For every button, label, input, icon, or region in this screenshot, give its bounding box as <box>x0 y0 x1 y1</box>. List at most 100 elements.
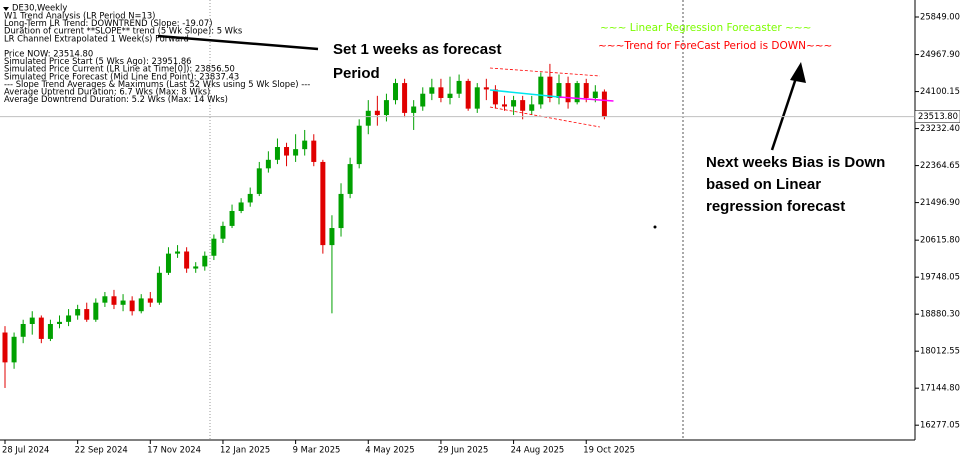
plot <box>2 63 614 388</box>
candle-body <box>520 100 526 111</box>
x-tick-label: 9 Mar 2025 <box>293 445 341 455</box>
candle-body <box>11 336 17 363</box>
candle-body <box>429 87 435 94</box>
candle-body <box>501 104 507 107</box>
candle-body <box>20 323 26 337</box>
candle-body <box>474 87 480 109</box>
candle-body <box>592 91 598 98</box>
regression-line <box>489 89 560 98</box>
y-tick-label: 16277.05 <box>920 420 960 430</box>
y-tick-label: 23232.40 <box>920 123 960 133</box>
candle-body <box>356 125 362 165</box>
candle-body <box>365 110 371 126</box>
candle-body <box>601 91 607 117</box>
candle-body <box>47 323 53 339</box>
candle-body <box>511 100 517 107</box>
candle-body <box>165 253 171 273</box>
arrow-line <box>157 34 319 51</box>
x-tick-label: 17 Nov 2024 <box>147 445 201 455</box>
candle-body <box>38 317 44 339</box>
x-tick-label: 29 Jun 2025 <box>438 445 488 455</box>
candle-body <box>156 272 162 303</box>
candle-body <box>574 83 580 103</box>
candle-body <box>147 298 153 303</box>
candle-body <box>293 149 299 156</box>
candle-body <box>374 110 380 116</box>
x-tick-label: 4 May 2025 <box>365 445 414 455</box>
candle-body <box>583 83 589 98</box>
candle-body <box>492 89 498 105</box>
candle-body <box>274 147 280 160</box>
arrow-head <box>790 62 806 83</box>
candle-body <box>383 100 389 116</box>
annotation: Next weeks Bias is Down <box>706 154 885 171</box>
candle-body <box>565 83 571 103</box>
annotation: Set 1 weeks as forecast <box>333 41 501 58</box>
info-line: Simulated Price Forecast (Mid Line End P… <box>4 71 239 81</box>
dot <box>653 225 657 229</box>
annotation: regression forecast <box>706 198 845 215</box>
candle-body <box>184 251 190 269</box>
y-tick-label: 24100.15 <box>920 86 960 96</box>
arrow-line <box>770 71 800 151</box>
candle-body <box>229 210 235 226</box>
candle-body <box>538 76 544 105</box>
y-tick-label: 22364.65 <box>920 160 960 170</box>
candle-body <box>547 76 553 98</box>
candle-body <box>265 159 271 169</box>
candle-body <box>93 302 99 320</box>
candle-body <box>102 296 108 303</box>
candle-body <box>211 238 217 256</box>
candle-body <box>411 106 417 113</box>
candle-body <box>56 321 62 324</box>
candle-body <box>220 225 226 239</box>
annotation: based on Linear <box>706 176 821 193</box>
x-tick-label: 19 Oct 2025 <box>583 445 635 455</box>
headline: ~~~ Linear Regression Forecaster ~~~ <box>600 22 811 34</box>
y-tick-label: 17144.80 <box>920 383 960 393</box>
candle-body <box>329 228 335 246</box>
dropdown-icon <box>3 7 9 11</box>
candle-body <box>29 317 35 324</box>
candle-body <box>138 298 144 312</box>
x-tick-label: 22 Sep 2024 <box>75 445 128 455</box>
annotation: Period <box>333 65 380 82</box>
candle-body <box>556 83 562 98</box>
candle-body <box>456 80 462 94</box>
candle-body <box>66 315 72 322</box>
x-tick-label: 12 Jan 2025 <box>220 445 270 455</box>
candle-body <box>247 193 253 203</box>
y-tick-label: 19748.05 <box>920 272 960 282</box>
trend-text: ~~~Trend for ForeCast Period is DOWN~~~ <box>598 40 832 52</box>
y-tick-label: 18012.55 <box>920 346 960 356</box>
info-line: Simulated Price Current (LR Line at Time… <box>4 64 235 74</box>
info-line: LR Channel Extrapolated 1 Week(s) Forwar… <box>4 33 189 43</box>
candle-body <box>302 140 308 150</box>
candle-body <box>347 164 353 194</box>
current-price-label: 23513.80 <box>918 111 958 121</box>
candle-body <box>2 332 8 363</box>
info-line: Average Uptrend Duration: 6.7 Wks (Max: … <box>4 87 210 97</box>
candle-body <box>193 266 199 269</box>
info-line: Average Downtrend Duration: 5.2 Wks (Max… <box>4 94 228 104</box>
candle-body <box>111 296 117 305</box>
candle-body <box>438 87 444 98</box>
candle-body <box>465 80 471 109</box>
info-line: Simulated Price Start (5 Wks Ago): 23951… <box>4 56 192 66</box>
regression-line <box>558 96 614 102</box>
x-tick-label: 24 Aug 2025 <box>511 445 565 455</box>
candle-body <box>393 83 399 101</box>
current-price-box <box>914 110 960 123</box>
candle-body <box>284 147 290 156</box>
candle-body <box>311 140 317 162</box>
info-line: Long-Term LR Trend: DOWNTREND (Slope: -1… <box>4 18 212 28</box>
candle-body <box>120 300 126 305</box>
y-tick-label: 25849.00 <box>920 12 960 22</box>
candle-body <box>402 83 408 113</box>
info-line: --- Slope Trend Averages & Maximums (Las… <box>4 79 310 89</box>
y-tick-label: 20615.80 <box>920 235 960 245</box>
candle-body <box>483 87 489 90</box>
y-tick-label: 21496.90 <box>920 197 960 207</box>
candle-body <box>202 255 208 267</box>
